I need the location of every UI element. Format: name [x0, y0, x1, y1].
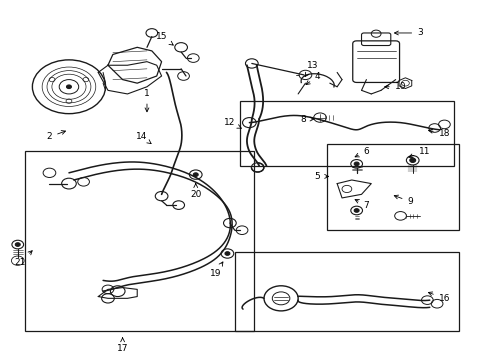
Text: 4: 4 — [305, 72, 320, 85]
Text: 7: 7 — [354, 199, 368, 210]
Text: 15: 15 — [156, 32, 173, 45]
Bar — [239, 101, 453, 166]
Text: 11: 11 — [408, 147, 430, 158]
Text: 18: 18 — [427, 129, 449, 138]
Text: 5: 5 — [314, 172, 328, 181]
Circle shape — [15, 243, 20, 246]
Text: 16: 16 — [427, 292, 449, 303]
Bar — [25, 151, 254, 330]
Text: 13: 13 — [305, 61, 318, 77]
Text: 19: 19 — [209, 262, 223, 278]
Text: 9: 9 — [393, 195, 412, 206]
Bar — [234, 252, 458, 330]
Circle shape — [224, 252, 229, 255]
Text: 3: 3 — [394, 28, 422, 37]
Text: 21: 21 — [15, 251, 32, 267]
Circle shape — [353, 209, 358, 212]
Text: 10: 10 — [384, 82, 406, 91]
Circle shape — [66, 85, 71, 89]
Circle shape — [409, 158, 415, 162]
Text: 20: 20 — [190, 184, 201, 199]
Bar — [327, 144, 458, 230]
Circle shape — [353, 162, 358, 166]
Text: 17: 17 — [117, 338, 128, 353]
Text: 8: 8 — [300, 114, 313, 123]
Text: 1: 1 — [144, 89, 149, 112]
Text: 2: 2 — [46, 131, 65, 141]
Text: 12: 12 — [224, 118, 241, 128]
Text: 6: 6 — [354, 147, 368, 157]
Circle shape — [193, 173, 198, 176]
Text: 14: 14 — [136, 132, 151, 144]
